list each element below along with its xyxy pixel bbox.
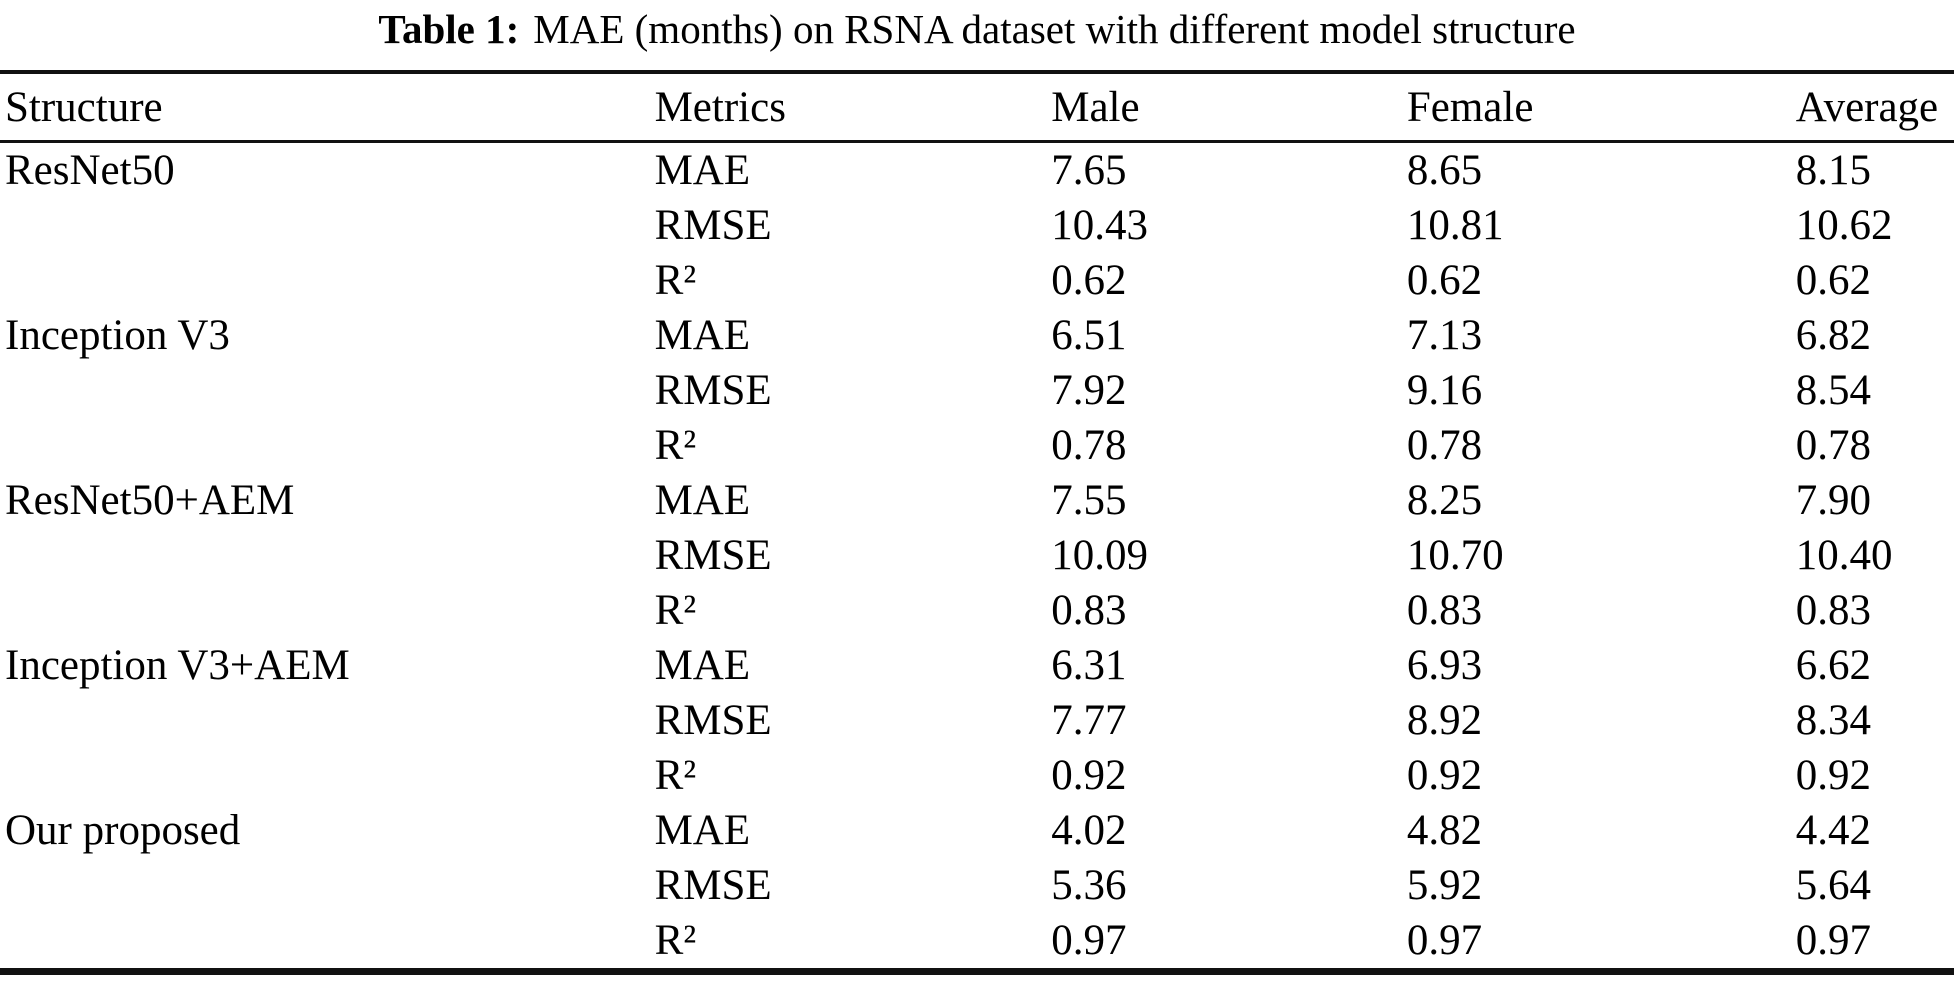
table-row: RMSE 10.43 10.81 10.62 bbox=[0, 198, 1954, 253]
table-row: R² 0.97 0.97 0.97 bbox=[0, 913, 1954, 972]
value-cell-female: 5.92 bbox=[1406, 862, 1483, 909]
value-cell-male: 10.43 bbox=[1051, 202, 1148, 249]
metric-cell: MAE bbox=[654, 312, 751, 359]
col-header-metrics: Metrics bbox=[654, 83, 786, 131]
metric-cell: MAE bbox=[654, 807, 751, 854]
table-body: ResNet50 MAE 7.65 8.65 8.15 RMSE 10.43 1… bbox=[0, 142, 1954, 972]
value-cell-male: 7.65 bbox=[1051, 147, 1127, 194]
value-cell-average: 0.78 bbox=[1795, 422, 1871, 469]
metric-cell: R² bbox=[654, 752, 697, 799]
value-cell-female: 9.16 bbox=[1406, 367, 1483, 414]
value-cell-average: 10.40 bbox=[1795, 532, 1893, 579]
table-row: Inception V3+AEM MAE 6.31 6.93 6.62 bbox=[0, 638, 1954, 693]
value-cell-average: 8.15 bbox=[1795, 147, 1871, 194]
metric-cell: RMSE bbox=[654, 532, 772, 579]
value-cell-female: 10.81 bbox=[1406, 202, 1504, 249]
table-row: R² 0.62 0.62 0.62 bbox=[0, 253, 1954, 308]
value-cell-average: 6.62 bbox=[1795, 642, 1871, 689]
metric-cell: RMSE bbox=[654, 862, 772, 909]
table-row: RMSE 5.36 5.92 5.64 bbox=[0, 858, 1954, 913]
value-cell-male: 6.51 bbox=[1051, 312, 1127, 359]
table-row: R² 0.78 0.78 0.78 bbox=[0, 418, 1954, 473]
value-cell-female: 0.92 bbox=[1406, 752, 1483, 799]
table-row: R² 0.83 0.83 0.83 bbox=[0, 583, 1954, 638]
metric-cell: MAE bbox=[654, 477, 751, 524]
value-cell-female: 0.62 bbox=[1406, 257, 1483, 304]
value-cell-average: 0.92 bbox=[1795, 752, 1871, 799]
col-header-average: Average bbox=[1795, 83, 1939, 131]
value-cell-female: 0.97 bbox=[1406, 917, 1483, 964]
structure-cell: ResNet50 bbox=[5, 147, 175, 194]
metric-cell: MAE bbox=[654, 642, 751, 689]
value-cell-male: 4.02 bbox=[1051, 807, 1127, 854]
value-cell-male: 0.62 bbox=[1051, 257, 1127, 304]
col-header-male: Male bbox=[1051, 83, 1140, 131]
col-header-structure: Structure bbox=[5, 83, 163, 131]
table-row: Our proposed MAE 4.02 4.82 4.42 bbox=[0, 803, 1954, 858]
value-cell-average: 0.62 bbox=[1795, 257, 1871, 304]
value-cell-average: 6.82 bbox=[1795, 312, 1871, 359]
structure-cell: Inception V3+AEM bbox=[5, 642, 350, 689]
value-cell-average: 7.90 bbox=[1795, 477, 1871, 524]
value-cell-average: 0.83 bbox=[1795, 587, 1871, 634]
value-cell-average: 8.34 bbox=[1795, 697, 1871, 744]
value-cell-female: 6.93 bbox=[1406, 642, 1483, 689]
value-cell-male: 0.83 bbox=[1051, 587, 1127, 634]
value-cell-female: 8.65 bbox=[1406, 147, 1483, 194]
table-row: R² 0.92 0.92 0.92 bbox=[0, 748, 1954, 803]
table-row: ResNet50+AEM MAE 7.55 8.25 7.90 bbox=[0, 473, 1954, 528]
value-cell-female: 0.83 bbox=[1406, 587, 1483, 634]
results-table: Structure Metrics Male Female Average Re… bbox=[0, 70, 1954, 975]
table-header: Structure Metrics Male Female Average bbox=[0, 72, 1954, 142]
header-row: Structure Metrics Male Female Average bbox=[0, 72, 1954, 142]
caption-label: Table 1: bbox=[378, 6, 520, 52]
value-cell-male: 7.92 bbox=[1051, 367, 1127, 414]
structure-cell: Our proposed bbox=[5, 807, 241, 854]
value-cell-female: 7.13 bbox=[1406, 312, 1483, 359]
caption-text: MAE (months) on RSNA dataset with differ… bbox=[533, 6, 1576, 52]
metric-cell: R² bbox=[654, 587, 697, 634]
value-cell-male: 7.77 bbox=[1051, 697, 1127, 744]
value-cell-female: 8.92 bbox=[1406, 697, 1483, 744]
table-caption: Table 1: MAE (months) on RSNA dataset wit… bbox=[0, 0, 1954, 70]
value-cell-average: 8.54 bbox=[1795, 367, 1871, 414]
structure-cell: Inception V3 bbox=[5, 312, 230, 359]
value-cell-male: 10.09 bbox=[1051, 532, 1148, 579]
value-cell-average: 5.64 bbox=[1795, 862, 1871, 909]
value-cell-female: 4.82 bbox=[1406, 807, 1483, 854]
value-cell-male: 6.31 bbox=[1051, 642, 1127, 689]
paper-table-figure: Table 1: MAE (months) on RSNA dataset wit… bbox=[0, 0, 1954, 975]
value-cell-average: 4.42 bbox=[1795, 807, 1871, 854]
table-row: ResNet50 MAE 7.65 8.65 8.15 bbox=[0, 142, 1954, 199]
value-cell-female: 0.78 bbox=[1406, 422, 1483, 469]
value-cell-male: 7.55 bbox=[1051, 477, 1127, 524]
table-row: RMSE 7.77 8.92 8.34 bbox=[0, 693, 1954, 748]
metric-cell: MAE bbox=[654, 147, 751, 194]
value-cell-female: 8.25 bbox=[1406, 477, 1483, 524]
value-cell-male: 5.36 bbox=[1051, 862, 1127, 909]
table-row: RMSE 10.09 10.70 10.40 bbox=[0, 528, 1954, 583]
metric-cell: R² bbox=[654, 422, 697, 469]
metric-cell: RMSE bbox=[654, 202, 772, 249]
value-cell-average: 10.62 bbox=[1795, 202, 1893, 249]
table-row: Inception V3 MAE 6.51 7.13 6.82 bbox=[0, 308, 1954, 363]
value-cell-male: 0.92 bbox=[1051, 752, 1127, 799]
table-row: RMSE 7.92 9.16 8.54 bbox=[0, 363, 1954, 418]
metric-cell: R² bbox=[654, 257, 697, 304]
metric-cell: RMSE bbox=[654, 697, 772, 744]
value-cell-male: 0.78 bbox=[1051, 422, 1127, 469]
metric-cell: RMSE bbox=[654, 367, 772, 414]
structure-cell: ResNet50+AEM bbox=[5, 477, 295, 524]
col-header-female: Female bbox=[1406, 83, 1534, 131]
value-cell-male: 0.97 bbox=[1051, 917, 1127, 964]
value-cell-average: 0.97 bbox=[1795, 917, 1871, 964]
metric-cell: R² bbox=[654, 917, 697, 964]
value-cell-female: 10.70 bbox=[1406, 532, 1504, 579]
